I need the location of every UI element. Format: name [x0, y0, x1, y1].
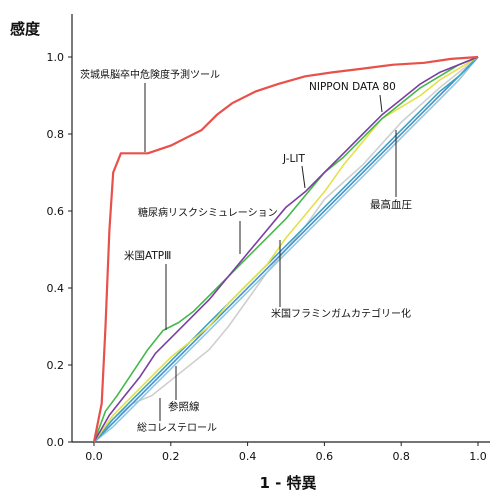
- annotation-label: 米国ATPⅢ: [124, 249, 171, 262]
- series-line-6: [93, 56, 479, 443]
- x-axis-title: 1 - 特異: [259, 474, 316, 492]
- annotation-label: 総コレステロール: [137, 421, 217, 434]
- annotation-layer: 茨城県脳卒中危険度予測ツール NIPPON DATA 80 J-LIT 糖尿病リスクシ…: [80, 68, 412, 434]
- series-line-0: [92, 55, 479, 443]
- axes: 0.0 0.2 0.4 0.6 0.8 1.0 0.0 0.2 0.4 0.6 0.8 1.0: [47, 14, 490, 463]
- annotation-label: NIPPON DATA 80: [309, 81, 396, 93]
- series-line-7: [93, 56, 479, 443]
- annotation-label: 茨城県脳卒中危険度予測ツール: [80, 68, 220, 81]
- series-layer: [92, 55, 479, 443]
- y-tick-label: 0.6: [47, 205, 65, 218]
- series-line-4: [93, 56, 479, 443]
- annotation-label: 糖尿病リスクシミュレーション: [138, 206, 278, 219]
- annotation-leader: [301, 165, 306, 189]
- y-tick-label: 0.4: [47, 282, 65, 295]
- y-tick-label: 0.8: [47, 128, 65, 141]
- annotation-label: 米国フラミンガムカテゴリー化: [271, 307, 411, 320]
- series-line-5: [93, 56, 479, 443]
- series-line-2: [93, 56, 479, 443]
- series-line-1: [93, 56, 479, 443]
- annotation-label: 最高血圧: [370, 198, 412, 211]
- x-tick-label: 0.6: [316, 450, 334, 463]
- y-tick-label: 1.0: [47, 51, 65, 64]
- x-tick-label: 0.2: [162, 450, 180, 463]
- y-axis-title: 感度: [10, 20, 41, 38]
- x-tick-label: 0.4: [239, 450, 257, 463]
- x-tick-label: 1.0: [469, 450, 487, 463]
- annotation-leader: [379, 94, 383, 113]
- x-tick-label: 0.0: [85, 450, 103, 463]
- annotation-label: J-LIT: [282, 153, 305, 165]
- y-tick-label: 0.0: [47, 436, 65, 449]
- series-line-3: [93, 56, 479, 443]
- y-tick-label: 0.2: [47, 359, 65, 372]
- x-tick-label: 0.8: [392, 450, 410, 463]
- annotation-label: 参照線: [168, 400, 200, 413]
